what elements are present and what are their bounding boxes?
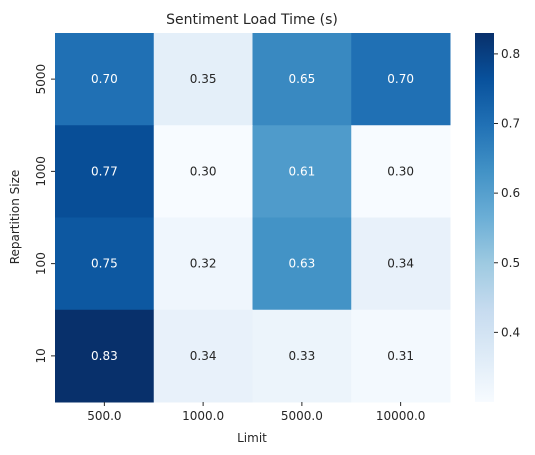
cell-value-label: 0.30 — [387, 164, 414, 178]
colorbar-tick-label: 0.4 — [501, 325, 520, 339]
heatmap-cell — [351, 217, 451, 311]
x-tick-label: 5000.0 — [281, 409, 323, 423]
heatmap-cell — [55, 309, 155, 403]
cell-value-label: 0.70 — [91, 72, 118, 86]
chart-title: Sentiment Load Time (s) — [166, 12, 338, 28]
x-axis: 500.0 1000.0 5000.0 10000.0 — [87, 402, 425, 423]
heatmap-cell — [252, 33, 352, 126]
colorbar-tick-label: 0.5 — [501, 256, 520, 270]
cell-value-label: 0.61 — [289, 164, 316, 178]
heatmap-cell — [351, 125, 451, 218]
heatmap-cells — [55, 33, 451, 403]
cell-value-label: 0.31 — [387, 349, 414, 363]
heatmap-cell — [55, 217, 155, 311]
colorbar-tick-label: 0.8 — [501, 47, 520, 61]
cell-value-labels: 0.70 0.35 0.65 0.70 0.77 0.30 0.61 0.30 0.75 0.32… — [91, 72, 414, 363]
y-tick-label: 1000 — [34, 156, 48, 187]
x-tick-label: 1000.0 — [182, 409, 224, 423]
heatmap-cell — [351, 33, 451, 126]
x-tick-label: 500.0 — [87, 409, 121, 423]
heatmap-cell — [153, 217, 253, 311]
heatmap-cell — [252, 217, 352, 311]
x-axis-label: Limit — [237, 431, 267, 445]
heatmap-cell — [153, 125, 253, 218]
colorbar: 0.4 0.5 0.6 0.7 0.8 — [475, 33, 520, 402]
heatmap-cell — [153, 309, 253, 403]
heatmap-cell — [351, 309, 451, 403]
cell-value-label: 0.65 — [289, 72, 316, 86]
heatmap-cell — [55, 125, 155, 218]
cell-value-label: 0.32 — [190, 257, 217, 271]
cell-value-label: 0.77 — [91, 164, 118, 178]
y-axis: 5000 1000 100 10 — [34, 64, 55, 364]
cell-value-label: 0.34 — [387, 257, 414, 271]
y-axis-label: Repartition Size — [8, 170, 22, 265]
heatmap-cell — [252, 125, 352, 218]
y-tick-label: 100 — [34, 252, 48, 275]
cell-value-label: 0.75 — [91, 257, 118, 271]
colorbar-tick-label: 0.6 — [501, 186, 520, 200]
y-tick-label: 10 — [34, 348, 48, 363]
heatmap-cell — [153, 33, 253, 126]
colorbar-tick-label: 0.7 — [501, 117, 520, 131]
cell-value-label: 0.33 — [289, 349, 316, 363]
y-tick-label: 5000 — [34, 64, 48, 95]
heatmap-cell — [252, 309, 352, 403]
cell-value-label: 0.83 — [91, 349, 118, 363]
cell-value-label: 0.63 — [289, 257, 316, 271]
x-tick-label: 10000.0 — [376, 409, 426, 423]
heatmap-cell — [55, 33, 155, 126]
colorbar-gradient — [475, 33, 494, 402]
cell-value-label: 0.35 — [190, 72, 217, 86]
cell-value-label: 0.30 — [190, 164, 217, 178]
cell-value-label: 0.70 — [387, 72, 414, 86]
cell-value-label: 0.34 — [190, 349, 217, 363]
